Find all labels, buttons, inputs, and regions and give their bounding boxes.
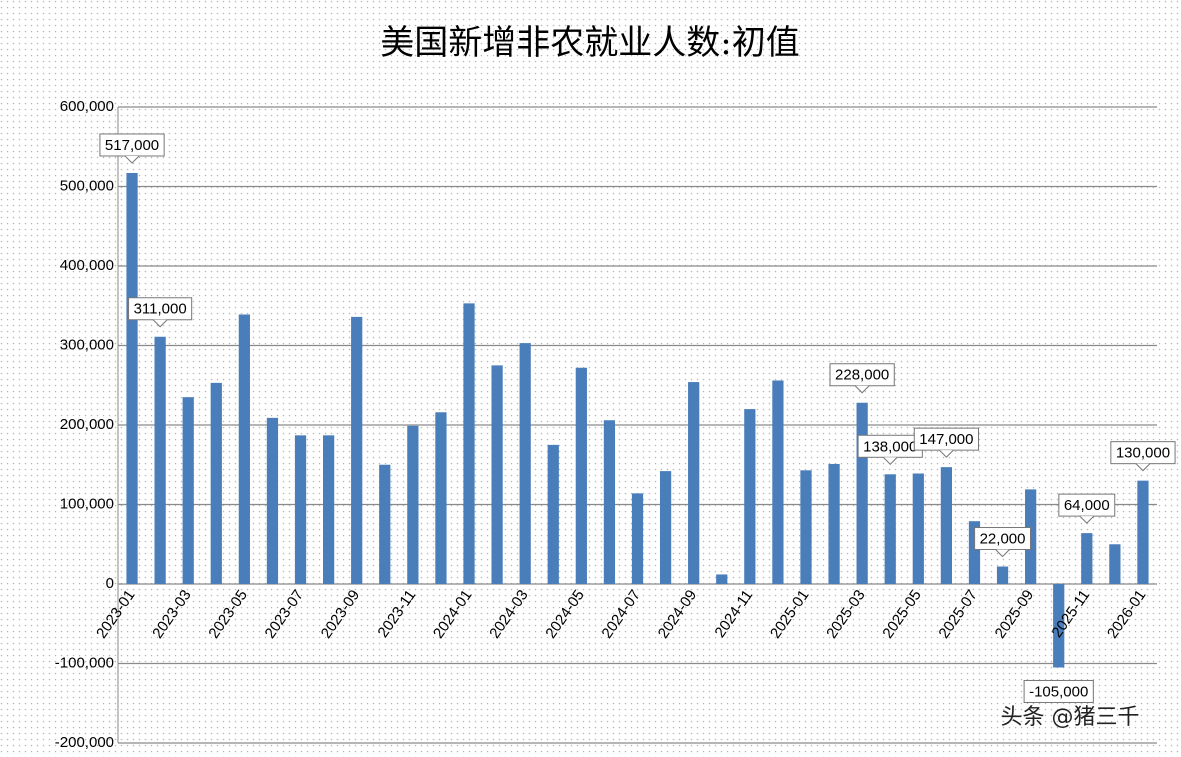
y-tick-label: 100,000: [60, 495, 114, 512]
bar: [575, 367, 587, 584]
bar: [322, 435, 335, 584]
bar: [294, 435, 307, 584]
bar: [631, 493, 644, 584]
bar: [435, 412, 447, 584]
bar: [744, 409, 756, 584]
bar: [491, 365, 503, 584]
y-tick-label: -100,000: [55, 654, 114, 671]
bar: [716, 574, 728, 584]
bar: [210, 382, 222, 584]
bar: [968, 521, 981, 584]
callout-pointer: [1135, 463, 1151, 472]
bar: [1053, 584, 1065, 668]
bar: [659, 471, 672, 584]
bar: [828, 463, 840, 584]
bar: [1081, 533, 1093, 584]
bar: [603, 420, 616, 584]
y-tick-label: 0: [106, 575, 114, 592]
y-tick-label: 600,000: [60, 98, 114, 115]
callout-pointer: [939, 449, 954, 458]
y-tick-label: 400,000: [60, 257, 114, 274]
callout-pointer: [995, 549, 1010, 558]
bar: [940, 467, 953, 584]
y-tick-label: 200,000: [60, 416, 114, 433]
bar: [912, 473, 924, 584]
bar: [884, 474, 896, 584]
bar: [351, 316, 363, 584]
bar: [1137, 480, 1149, 584]
bar: [154, 336, 166, 584]
bar: [772, 380, 784, 584]
y-tick-label: 300,000: [60, 336, 114, 353]
y-tick-label: 500,000: [60, 177, 114, 194]
callout-pointer: [124, 155, 140, 164]
bar: [547, 444, 559, 584]
value-label: 311,000: [134, 301, 187, 318]
bar: [182, 397, 194, 584]
bar: [996, 566, 1009, 584]
value-label: 138,000: [863, 438, 917, 455]
value-label: 64,000: [1064, 497, 1110, 514]
bar: [238, 314, 250, 584]
callout-pointer: [152, 319, 168, 328]
bar: [407, 425, 419, 584]
y-tick-label: -200,000: [55, 734, 114, 751]
bar: [1109, 544, 1121, 584]
callout-pointer: [1079, 515, 1095, 524]
chart-title: 美国新增非农就业人数:初值: [380, 23, 799, 63]
bar: [463, 303, 475, 584]
bar: [800, 470, 812, 584]
bar: [519, 343, 531, 584]
bar: [266, 417, 279, 584]
callout-pointer: [854, 385, 870, 394]
bar: [126, 172, 138, 585]
bar: [688, 382, 700, 584]
value-label: 147,000: [919, 431, 973, 448]
value-label: 22,000: [980, 530, 1026, 547]
callout-pointer: [882, 456, 898, 465]
value-label: 228,000: [835, 367, 889, 384]
value-label: -105,000: [1029, 683, 1088, 700]
value-label: 517,000: [105, 137, 159, 154]
bar: [379, 464, 391, 584]
value-label-box: [1023, 679, 1094, 703]
value-label: 130,000: [1116, 445, 1170, 462]
watermark: 头条 @猪三千: [1001, 705, 1140, 730]
bar: [856, 402, 868, 584]
